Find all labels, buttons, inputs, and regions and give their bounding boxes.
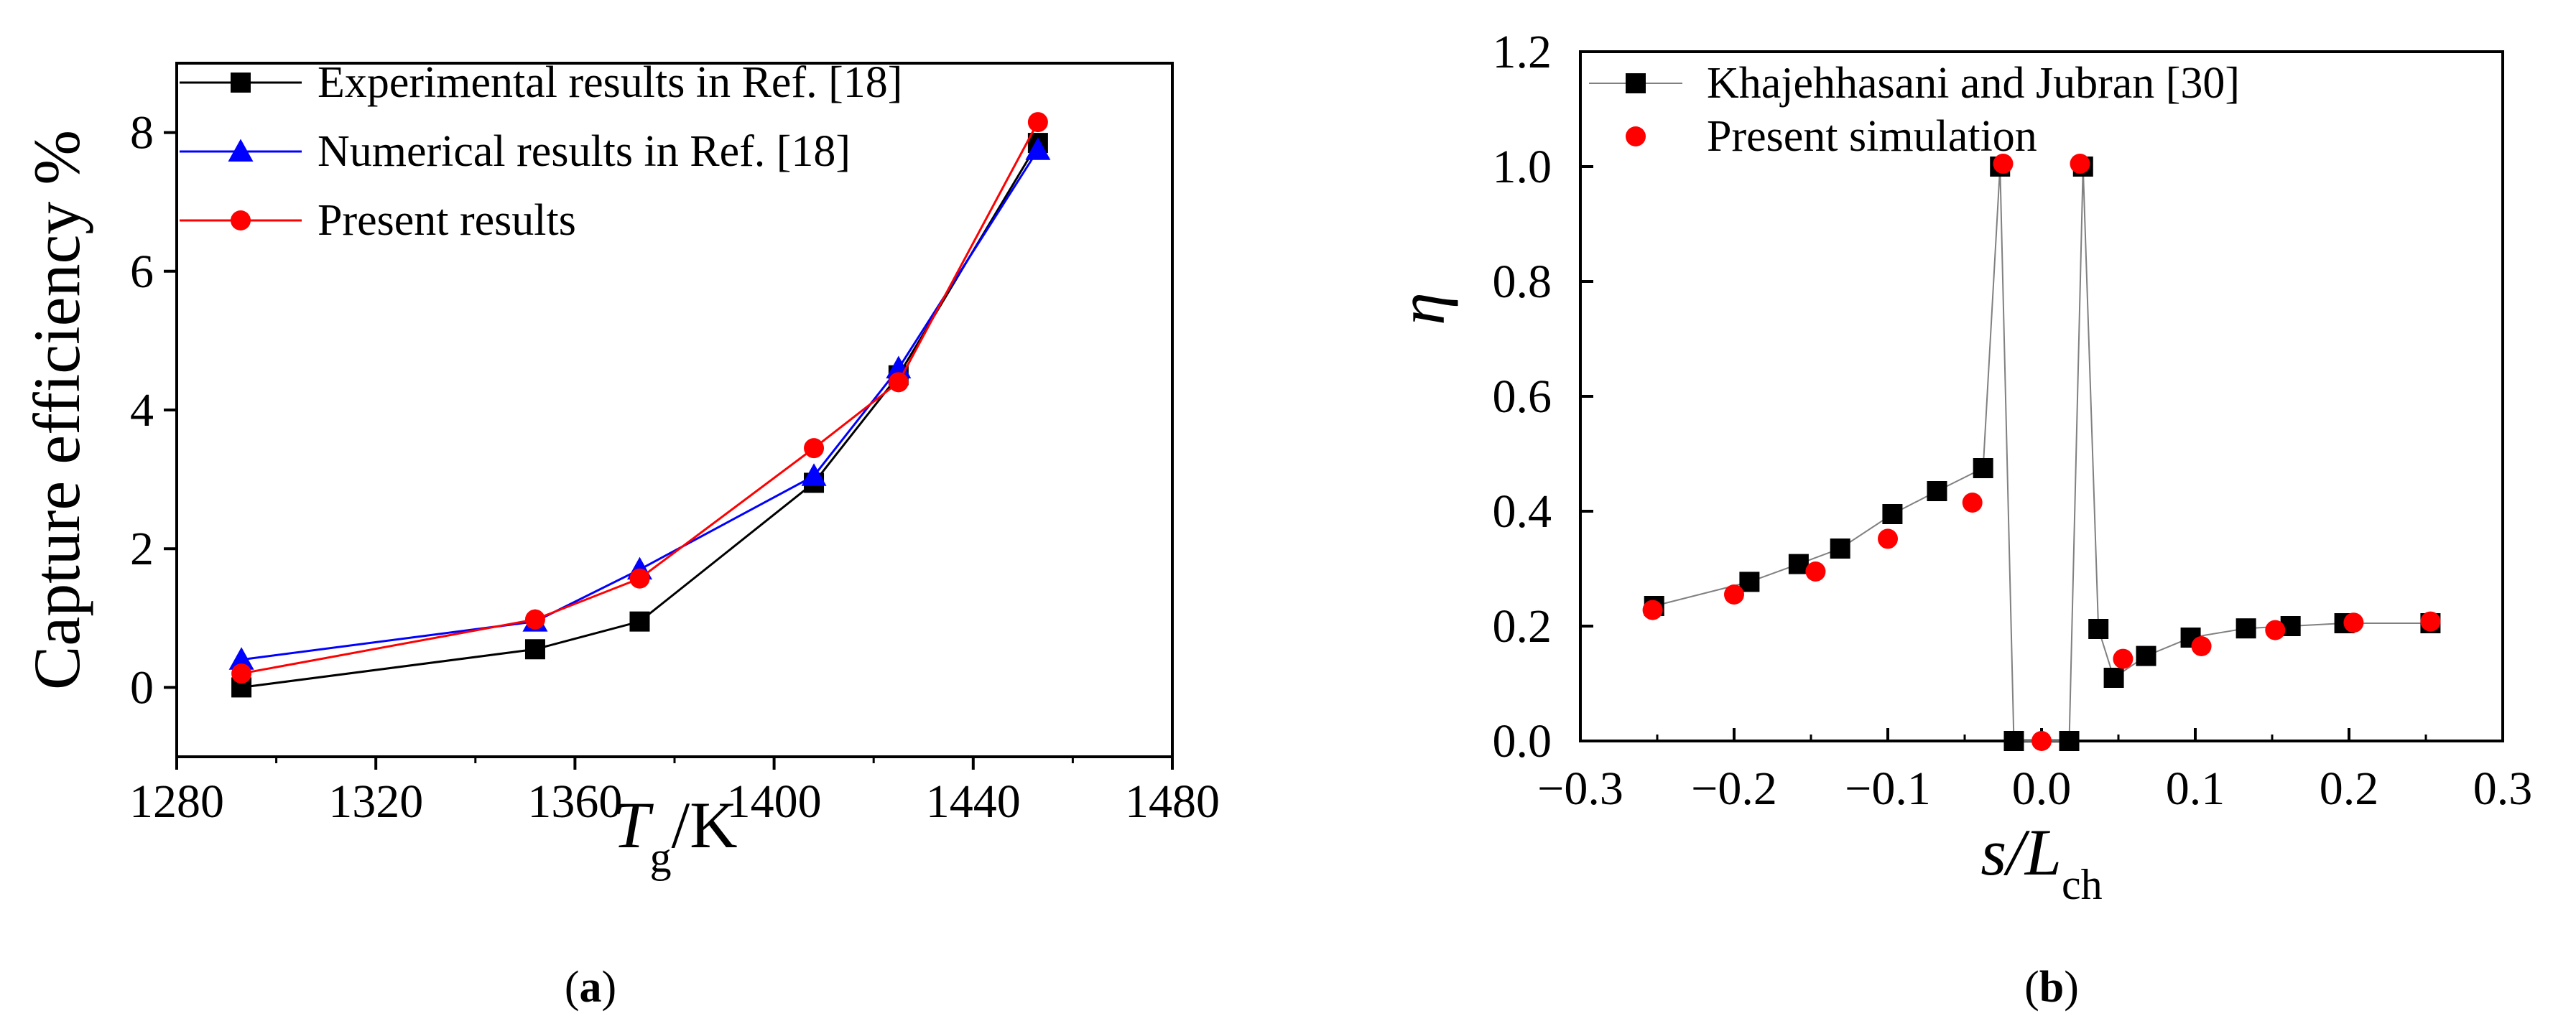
panel-a: 1280 1320 1360 1400 1440 1480 0 2 4 6 8 Experimenta… — [20, 58, 1220, 1012]
data-point — [1739, 572, 1760, 592]
panel-label-close: ) — [2064, 963, 2079, 1012]
series-line — [1654, 166, 2431, 742]
data-point — [2113, 648, 2133, 669]
data-point — [2343, 612, 2364, 633]
panel-label: (a) — [565, 963, 616, 1012]
y-tick-label: 1.0 — [1493, 141, 1552, 193]
y-axis-label: η — [1385, 292, 1458, 325]
legend-label: Numerical results in Ref. [18] — [318, 127, 851, 176]
data-point — [1878, 528, 1898, 549]
series-line — [241, 121, 1039, 675]
data-point — [231, 663, 252, 684]
y-tick-label: 2 — [130, 523, 154, 575]
data-point — [2070, 154, 2090, 174]
legend-label: Present simulation — [1707, 112, 2037, 161]
x-tick-label: 1480 — [1125, 775, 1220, 828]
legend-marker — [231, 210, 251, 230]
x-tick-label: −0.1 — [1845, 763, 1931, 815]
data-point — [1642, 600, 1663, 620]
data-point — [629, 611, 650, 632]
x-tick-label: −0.3 — [1537, 763, 1623, 815]
data-point — [1882, 504, 1903, 524]
panel-label-open: ( — [2024, 963, 2039, 1012]
y-tick-label: 0.2 — [1493, 600, 1552, 653]
data-point — [524, 639, 545, 660]
y-tick-label: 8 — [130, 107, 154, 159]
legend-marker — [231, 73, 251, 93]
x-axis-label-unit: /K — [672, 788, 738, 862]
x-axis-label-subscript: ch — [2062, 861, 2103, 908]
x-axis-label-subscript: g — [650, 834, 672, 881]
panel-label-letter: a — [580, 963, 602, 1012]
data-point — [2103, 668, 2124, 688]
y-tick-label: 0.4 — [1493, 485, 1552, 538]
x-tick-label: 1400 — [727, 775, 822, 828]
y-tick-label: 0.6 — [1493, 370, 1552, 423]
panel-label: (b) — [2024, 963, 2079, 1012]
y-tick-label: 6 — [130, 246, 154, 298]
y-axis-label: Capture efficiency % — [20, 130, 93, 690]
data-point — [2088, 619, 2109, 639]
x-tick-label: 1360 — [527, 775, 622, 828]
data-point — [2003, 731, 2024, 751]
legend: Experimental results in Ref. [18] Numeric… — [180, 58, 902, 245]
series-line — [241, 142, 1039, 689]
data-point — [2420, 611, 2441, 632]
data-point — [2031, 731, 2052, 751]
legend-marker — [1626, 73, 1646, 93]
data-point — [1025, 137, 1051, 160]
series-1 — [1642, 154, 2441, 751]
panel-label-letter: b — [2039, 963, 2064, 1012]
legend: Khajehhasani and Jubran [30]Present simu… — [1589, 59, 2240, 161]
x-tick-label: 0.0 — [2012, 763, 2072, 815]
panel-b: −0.3 −0.2 −0.1 0.0 0.1 0.2 0.3 0.0 0.2 0.4 0.6 0.8 1… — [1385, 26, 2532, 1012]
data-point — [1788, 554, 1809, 574]
y-tick-label: 0.0 — [1493, 715, 1552, 768]
x-tick-label: −0.2 — [1691, 763, 1777, 815]
x-axis-label: Tg/K — [613, 788, 737, 881]
data-point — [524, 609, 545, 630]
x-tick-label: 1440 — [926, 775, 1021, 828]
panel-label-open: ( — [565, 963, 580, 1012]
data-point — [2136, 645, 2156, 666]
x-axis-label: s/Lch — [1980, 816, 2102, 908]
legend-label: Experimental results in Ref. [18] — [318, 58, 902, 107]
x-axis-label-main: T — [613, 788, 654, 862]
legend-label: Khajehhasani and Jubran [30] — [1707, 59, 2240, 108]
y-tick-label: 1.2 — [1493, 26, 1552, 78]
data-point — [801, 463, 827, 486]
data-point — [804, 438, 825, 459]
data-point — [2059, 731, 2080, 751]
x-tick-label: 0.2 — [2320, 763, 2379, 815]
x-tick-label: 0.1 — [2166, 763, 2225, 815]
data-point — [1973, 458, 1993, 478]
data-point — [1962, 493, 1983, 513]
panel-label-close: ) — [602, 963, 617, 1012]
data-point — [1805, 561, 1826, 582]
data-point — [1830, 539, 1850, 559]
data-point — [2191, 636, 2212, 656]
data-point — [1927, 481, 1947, 501]
x-tick-label: 1320 — [328, 775, 423, 828]
y-tick-label: 0 — [130, 661, 154, 714]
legend-marker — [228, 139, 254, 162]
series-0 — [1644, 157, 2441, 751]
x-axis-label-main: s/L — [1980, 816, 2062, 889]
y-tick-label: 4 — [130, 384, 154, 437]
data-point — [228, 647, 254, 670]
data-point — [888, 372, 909, 393]
x-tick-label: 0.3 — [2473, 763, 2533, 815]
legend-label: Present results — [318, 196, 576, 245]
x-tick-label: 1280 — [129, 775, 224, 828]
data-point — [1027, 112, 1048, 133]
data-point — [1993, 154, 2014, 174]
legend-marker — [1626, 126, 1646, 146]
y-tick-label: 0.8 — [1493, 256, 1552, 308]
data-point — [1724, 584, 1744, 605]
data-point — [629, 568, 650, 589]
data-point — [2236, 618, 2256, 639]
data-point — [2265, 620, 2286, 640]
series-2 — [231, 112, 1048, 684]
